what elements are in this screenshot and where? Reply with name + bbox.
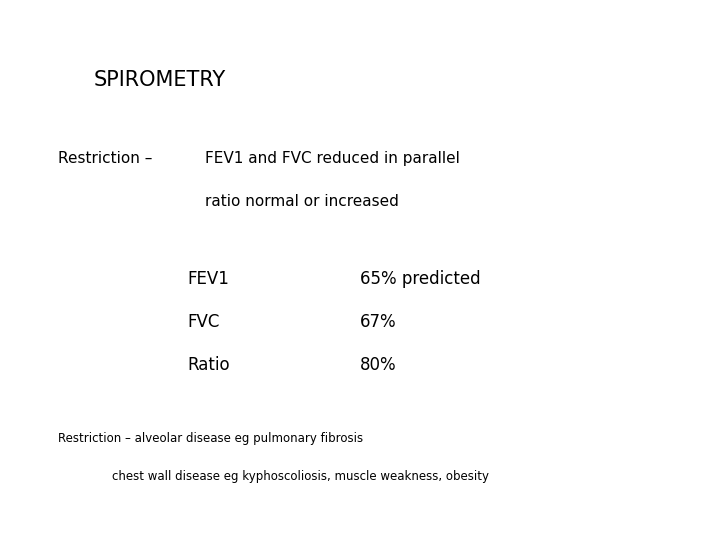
Text: FEV1: FEV1 — [187, 270, 229, 288]
Text: Restriction –: Restriction – — [58, 151, 152, 166]
Text: Restriction – alveolar disease eg pulmonary fibrosis: Restriction – alveolar disease eg pulmon… — [58, 432, 363, 445]
Text: 80%: 80% — [360, 356, 397, 374]
Text: ratio normal or increased: ratio normal or increased — [205, 194, 399, 210]
Text: 67%: 67% — [360, 313, 397, 331]
Text: SPIROMETRY: SPIROMETRY — [94, 70, 226, 90]
Text: Ratio: Ratio — [187, 356, 230, 374]
Text: 65% predicted: 65% predicted — [360, 270, 481, 288]
Text: chest wall disease eg kyphoscoliosis, muscle weakness, obesity: chest wall disease eg kyphoscoliosis, mu… — [112, 470, 489, 483]
Text: FEV1 and FVC reduced in parallel: FEV1 and FVC reduced in parallel — [205, 151, 460, 166]
Text: FVC: FVC — [187, 313, 220, 331]
